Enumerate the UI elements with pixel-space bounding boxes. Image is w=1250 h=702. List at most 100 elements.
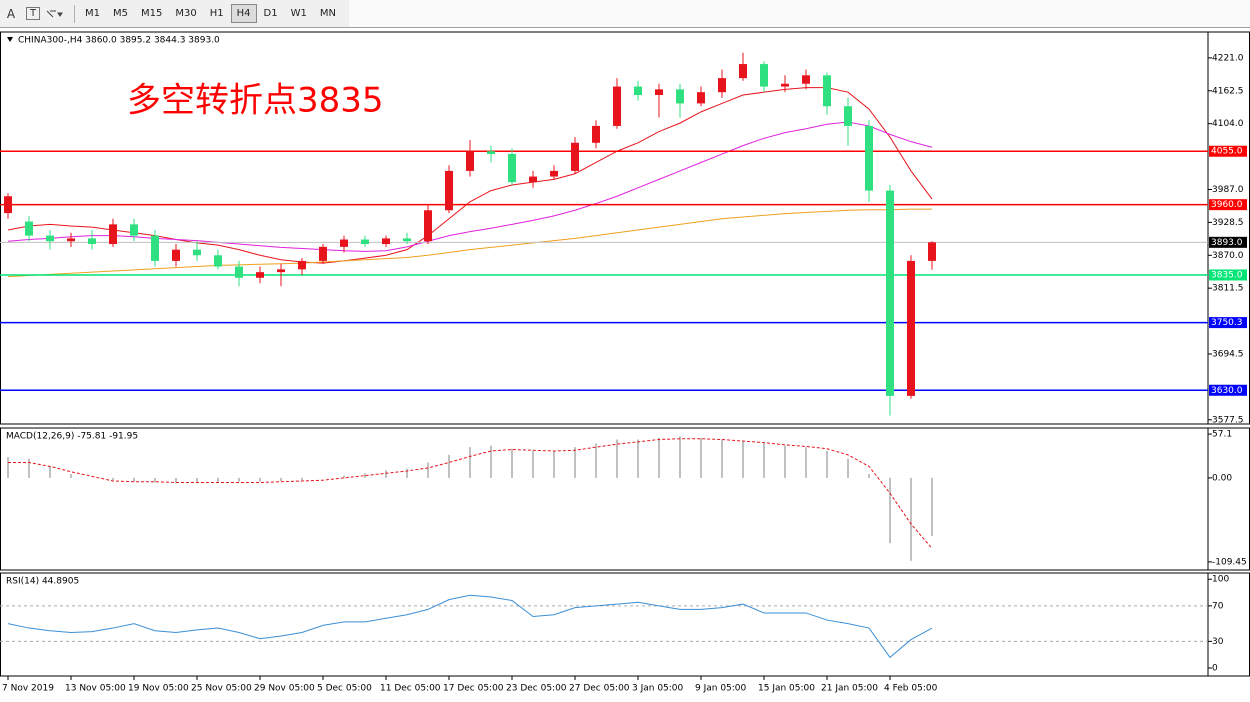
candle-body [886,190,894,396]
candle-body [718,78,726,93]
x-tick-label: 9 Jan 05:00 [695,684,747,694]
level-label: 3750.3 [1211,318,1243,328]
candle-body [277,269,285,273]
y-tick-label: 4104.0 [1212,119,1244,129]
moving-average [7,87,933,264]
candle-body [802,75,810,84]
candle-body [361,239,369,245]
candle-body [760,64,768,87]
candle-body [676,89,684,104]
candle-body [382,238,390,245]
macd-title: MACD(12,26,9) -75.81 -91.95 [6,432,138,442]
x-tick-label: 19 Nov 05:00 [128,684,189,694]
y-tick-label: 4221.0 [1212,53,1244,63]
title-icon [7,37,13,42]
candle-body [928,242,936,261]
y-tick-label: -109.45 [1212,557,1247,567]
y-tick-label: 3987.0 [1212,185,1244,195]
chart-title: CHINA300-,H4 3860.0 3895.2 3844.3 3893.0 [18,36,220,46]
moving-average [7,208,932,278]
candle-body [172,249,180,261]
candle-body [46,235,54,242]
candle-body [445,170,453,211]
candle-body [655,89,663,95]
signal-line [8,438,933,549]
level-tag [1209,199,1247,211]
x-tick-label: 4 Feb 05:00 [884,684,938,694]
candle-body [781,83,789,87]
candle-body [844,106,852,126]
candle-body [550,170,558,177]
x-tick-label: 11 Dec 05:00 [380,684,441,694]
level-label: 3630.0 [1211,386,1243,396]
candle-body [67,238,75,242]
y-tick-label: 0 [1212,664,1218,674]
level-label: 3835.0 [1211,270,1243,280]
x-tick-label: 21 Jan 05:00 [821,684,878,694]
level-tag [1209,317,1247,329]
x-tick-label: 13 Nov 05:00 [65,684,126,694]
candle-body [319,246,327,261]
candle-body [256,272,264,278]
period-button[interactable]: M5 [113,8,128,19]
y-tick-label: 30 [1212,637,1224,647]
panel-frame [0,427,1250,571]
shapes-tool[interactable] [44,7,70,21]
last-price-label: 3893.0 [1211,238,1243,248]
candle-body [592,125,600,143]
chart-window: CHINA300-,H4 3860.0 3895.2 3844.3 3893.0… [0,31,1250,694]
candle-body [424,210,432,242]
last-price-tag [1209,236,1247,248]
period-button[interactable]: W1 [290,8,307,19]
level-label: 4055.0 [1211,147,1243,157]
y-tick-label: 3694.5 [1212,349,1244,359]
period-button[interactable]: M15 [141,8,163,19]
x-tick-label: 15 Jan 05:00 [758,684,815,694]
period-button[interactable]: H1 [209,8,224,19]
period-button[interactable]: D1 [263,8,278,19]
x-tick-label: 29 Nov 05:00 [254,684,315,694]
candle-body [907,260,915,396]
candle-body [823,75,831,107]
candle-body [214,255,222,267]
level-label: 3960.0 [1211,200,1243,210]
x-tick-label: 5 Dec 05:00 [317,684,372,694]
y-tick-label: 4162.5 [1212,86,1244,96]
x-tick-label: 27 Dec 05:00 [569,684,630,694]
candle-body [235,266,243,278]
separator [74,4,75,23]
candle-body [613,86,621,126]
y-tick-label: 57.1 [1212,430,1232,440]
candle-body [130,224,138,236]
level-tag [1209,269,1247,281]
candle-body [340,239,348,247]
candle-body [508,154,516,183]
y-tick-label: 100 [1212,575,1229,585]
candle-body [4,196,12,214]
period-button[interactable]: MN [319,8,336,19]
rsi-line [7,594,933,659]
moving-average [7,121,933,252]
x-tick-label: 25 Nov 05:00 [191,684,252,694]
y-tick-label: 0.00 [1212,473,1232,483]
x-tick-label: 3 Jan 05:00 [632,684,684,694]
y-tick-label: 3577.5 [1212,415,1244,425]
candle-body [25,221,33,236]
y-tick-label: 70 [1212,601,1224,611]
candle-body [193,249,201,256]
level-tag [1209,145,1247,157]
candle-body [88,238,96,245]
level-tag [1209,384,1247,396]
label-tool[interactable]: T [26,7,40,20]
y-tick-label: 3928.5 [1212,218,1244,228]
panel-frame [0,572,1250,677]
candle-body [466,151,474,171]
candle-body [739,64,747,79]
candle-body [571,142,579,171]
y-tick-label: 3811.5 [1212,284,1244,294]
period-button[interactable]: M1 [85,8,100,19]
text-tool[interactable]: A [6,6,16,21]
period-button[interactable]: M30 [175,8,197,19]
period-button[interactable]: H4 [230,4,257,23]
